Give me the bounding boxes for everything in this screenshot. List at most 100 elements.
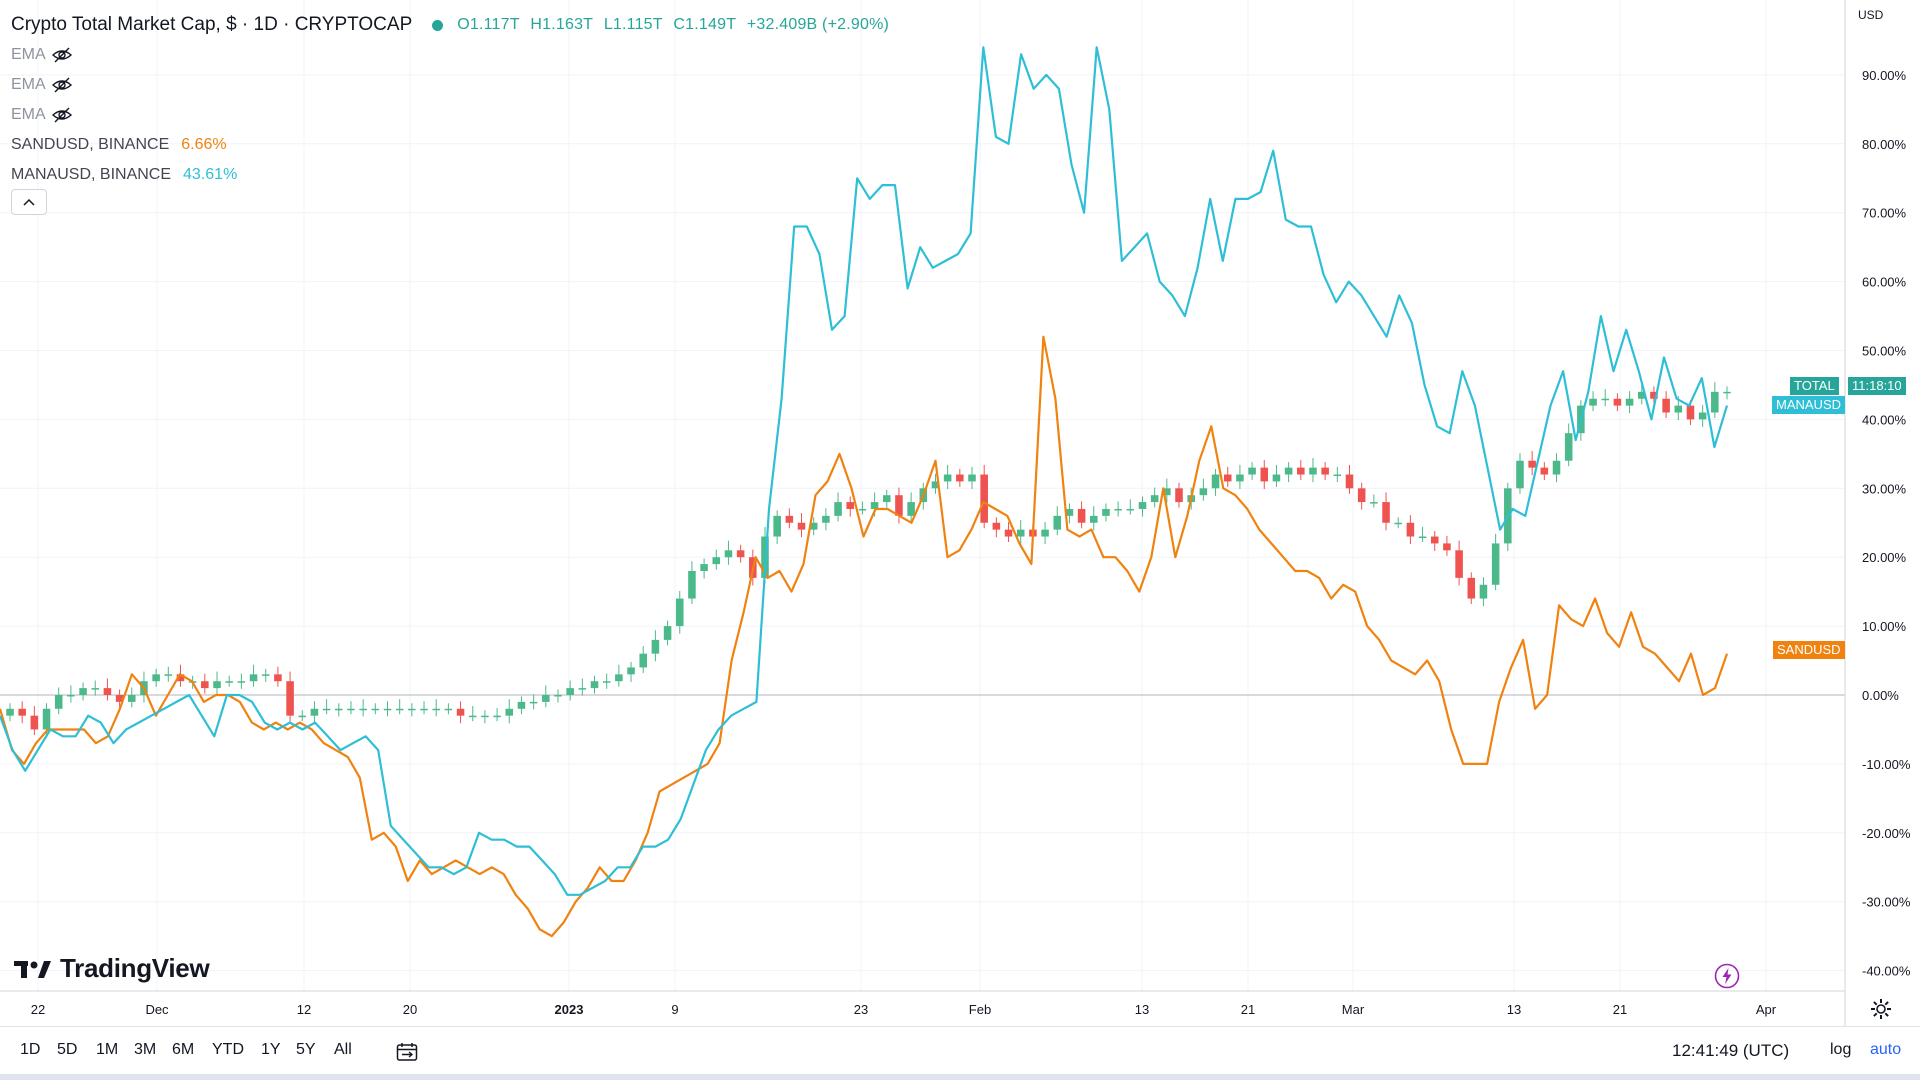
candle[interactable] xyxy=(846,496,855,517)
candle[interactable] xyxy=(359,699,367,717)
candle[interactable] xyxy=(602,673,611,689)
candle[interactable] xyxy=(371,703,380,715)
candle[interactable] xyxy=(468,706,477,722)
candle[interactable] xyxy=(6,703,14,722)
candle[interactable] xyxy=(249,664,258,687)
candle[interactable] xyxy=(67,685,75,703)
candle[interactable] xyxy=(956,469,964,487)
candle[interactable] xyxy=(1126,499,1135,515)
range-button-5d[interactable]: 5D xyxy=(57,1041,78,1058)
candle[interactable] xyxy=(1357,482,1366,510)
series-lines[interactable] xyxy=(0,46,1729,938)
candle[interactable] xyxy=(1479,577,1488,607)
candle[interactable] xyxy=(1163,478,1171,503)
candle[interactable] xyxy=(542,685,550,708)
candle[interactable] xyxy=(1041,522,1049,545)
candle[interactable] xyxy=(1711,382,1719,419)
candle[interactable] xyxy=(578,678,587,696)
candle[interactable] xyxy=(1297,460,1305,481)
candle[interactable] xyxy=(968,466,976,489)
candle[interactable] xyxy=(1698,404,1707,427)
candle[interactable] xyxy=(907,492,915,522)
candle[interactable] xyxy=(456,701,465,724)
candle[interactable] xyxy=(1004,522,1013,543)
series-line-manausd[interactable] xyxy=(0,46,1729,896)
candle[interactable] xyxy=(517,696,526,715)
candle[interactable] xyxy=(1272,464,1281,487)
candle[interactable] xyxy=(444,703,453,715)
calendar-range-icon[interactable] xyxy=(396,1042,418,1062)
range-button-ytd[interactable]: YTD xyxy=(212,1041,244,1058)
candle[interactable] xyxy=(566,680,574,701)
candle[interactable] xyxy=(261,668,270,682)
candle[interactable] xyxy=(201,673,209,694)
range-button-3m[interactable]: 3M xyxy=(134,1041,157,1058)
candle[interactable] xyxy=(1065,503,1074,524)
indicator-row-ema-1[interactable]: EMA xyxy=(11,40,895,70)
candle[interactable] xyxy=(1370,494,1378,508)
range-button-1y[interactable]: 1Y xyxy=(261,1041,281,1058)
candle[interactable] xyxy=(554,689,562,703)
candle[interactable] xyxy=(1564,423,1573,467)
candle[interactable] xyxy=(1077,501,1086,529)
candle[interactable] xyxy=(1613,393,1622,412)
candle[interactable] xyxy=(822,508,830,531)
candle[interactable] xyxy=(1114,501,1122,517)
candle[interactable] xyxy=(1540,462,1549,481)
candle[interactable] xyxy=(420,701,428,715)
candle[interactable] xyxy=(505,699,514,724)
candle[interactable] xyxy=(347,701,355,715)
candle[interactable] xyxy=(882,489,891,508)
eye-slash-icon[interactable] xyxy=(51,76,73,94)
candle[interactable] xyxy=(724,540,733,565)
time-axis[interactable]: 22 Dec 12 20 2023 9 23 Feb 13 21 Mar 13 21 Apr xyxy=(31,1002,1777,1017)
candle[interactable] xyxy=(286,671,294,724)
candle[interactable] xyxy=(322,699,331,715)
candle[interactable] xyxy=(408,703,416,717)
candle[interactable] xyxy=(858,501,867,515)
candle[interactable] xyxy=(1211,469,1220,496)
candle[interactable] xyxy=(675,590,684,634)
candle[interactable] xyxy=(298,710,307,722)
candle[interactable] xyxy=(992,517,1001,538)
candle[interactable] xyxy=(1406,515,1415,545)
candle[interactable] xyxy=(1321,462,1329,481)
candle[interactable] xyxy=(809,517,818,536)
candle[interactable] xyxy=(834,492,842,522)
compare-row-mana[interactable]: MANAUSD, BINANCE 43.61% xyxy=(11,160,895,190)
auto-scale-button[interactable]: auto xyxy=(1870,1041,1902,1058)
candle[interactable] xyxy=(529,694,538,710)
candle[interactable] xyxy=(590,675,599,694)
candle[interactable] xyxy=(30,706,39,735)
candle[interactable] xyxy=(1138,496,1147,517)
candle[interactable] xyxy=(1333,466,1342,483)
candle[interactable] xyxy=(127,687,136,708)
candle[interactable] xyxy=(1260,460,1269,489)
candle[interactable] xyxy=(18,701,26,724)
indicator-row-ema-3[interactable]: EMA xyxy=(11,100,895,130)
candle[interactable] xyxy=(1248,462,1256,481)
total-candles[interactable] xyxy=(6,382,1731,738)
range-button-6m[interactable]: 6M xyxy=(172,1041,195,1058)
candle[interactable] xyxy=(152,668,160,687)
series-line-sandusd[interactable] xyxy=(0,335,1729,938)
gear-icon[interactable] xyxy=(1870,998,1892,1020)
candle[interactable] xyxy=(1309,457,1317,483)
candle[interactable] xyxy=(225,675,233,687)
candle[interactable] xyxy=(1102,503,1110,522)
range-button-1m[interactable]: 1M xyxy=(96,1041,119,1058)
utc-clock[interactable]: 12:41:49 (UTC) xyxy=(1672,1041,1790,1060)
candle[interactable] xyxy=(383,701,392,717)
candle[interactable] xyxy=(1394,517,1402,529)
candle[interactable] xyxy=(310,701,319,724)
candle[interactable] xyxy=(1491,533,1500,591)
candle[interactable] xyxy=(1516,453,1524,494)
candle[interactable] xyxy=(700,558,708,579)
candle[interactable] xyxy=(1150,487,1159,508)
candle[interactable] xyxy=(1175,482,1183,508)
eye-slash-icon[interactable] xyxy=(51,106,73,124)
candle[interactable] xyxy=(736,544,745,563)
candle[interactable] xyxy=(639,646,647,673)
log-scale-button[interactable]: log xyxy=(1830,1041,1852,1058)
